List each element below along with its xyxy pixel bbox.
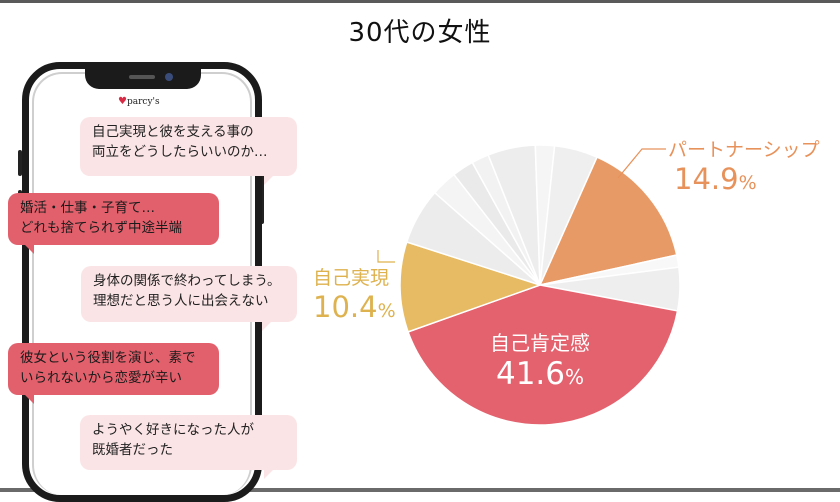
bubble-text-line: 両立をどうしたらいいのか… xyxy=(92,144,268,160)
speech-bubble: 身体の関係で終わってしまう。 理想だと思う人に出会えない xyxy=(81,266,297,322)
bubble-tail xyxy=(264,175,274,185)
heart-icon: ♥ xyxy=(118,96,127,107)
slice-unit: % xyxy=(565,365,585,389)
pie-slice xyxy=(539,144,598,286)
speech-bubble: 彼女という役割を演じ、素で いられないから恋愛が辛い xyxy=(8,343,219,395)
speech-bubble: 婚活・仕事・子育て… どれも捨てられず中途半端 xyxy=(8,193,219,245)
pie-slice xyxy=(399,241,543,333)
brand-logo: ♥parcy's xyxy=(118,96,160,107)
slice-name: 自己実現 xyxy=(313,267,390,289)
phone-side-button xyxy=(18,150,22,176)
bubble-text-line: 身体の関係で終わってしまう。 xyxy=(93,273,281,289)
bubble-text-line: 彼女という役割を演じ、素で xyxy=(20,350,196,366)
bubble-text-line: いられないから恋愛が辛い xyxy=(20,370,182,386)
speech-bubble: 自己実現と彼を支える事の 両立をどうしたらいいのか… xyxy=(80,117,297,176)
bubble-text-line: 既婚者だった xyxy=(92,442,173,458)
speech-bubble: ようやく好きになった人が 既婚者だった xyxy=(80,415,297,470)
slice-name: パートナーシップ xyxy=(668,139,820,161)
phone-camera xyxy=(165,73,173,81)
bubble-text-line: 自己実現と彼を支える事の xyxy=(92,124,254,140)
label-leader-line xyxy=(617,148,666,179)
pie-slice xyxy=(407,284,679,426)
phone-notch xyxy=(85,67,201,89)
bubble-tail xyxy=(24,244,34,254)
bottom-border xyxy=(0,488,840,492)
pie-slice xyxy=(538,156,678,287)
slice-value: 14.9 xyxy=(674,162,739,196)
bubble-text-line: 婚活・仕事・子育て… xyxy=(20,200,155,216)
bubble-tail xyxy=(24,394,34,404)
bubble-tail xyxy=(262,321,272,331)
slice-unit: % xyxy=(738,172,757,194)
slice-label-partnership: パートナーシップ 14.9% xyxy=(668,138,820,196)
bubble-text-line: ようやく好きになった人が xyxy=(92,422,254,438)
bubble-text-line: 理想だと思う人に出会えない xyxy=(93,293,269,309)
slice-unit: % xyxy=(377,300,396,322)
slice-name: 自己肯定感 xyxy=(490,331,590,355)
chart-title: 30代の女性 xyxy=(348,18,492,48)
phone-side-button xyxy=(260,170,264,224)
bubble-text-line: どれも捨てられず中途半端 xyxy=(20,220,182,236)
slice-value: 10.4 xyxy=(313,290,378,324)
slice-label-self-realization: 自己実現 10.4% xyxy=(313,266,396,324)
brand-logo-text: parcy's xyxy=(126,97,160,107)
bubble-tail xyxy=(264,469,274,479)
phone-speaker xyxy=(129,75,155,79)
slice-label-self-esteem: 自己肯定感 41.6% xyxy=(490,330,590,392)
slice-value: 41.6 xyxy=(495,356,565,392)
top-border xyxy=(0,0,840,3)
label-leader-line xyxy=(377,250,395,263)
